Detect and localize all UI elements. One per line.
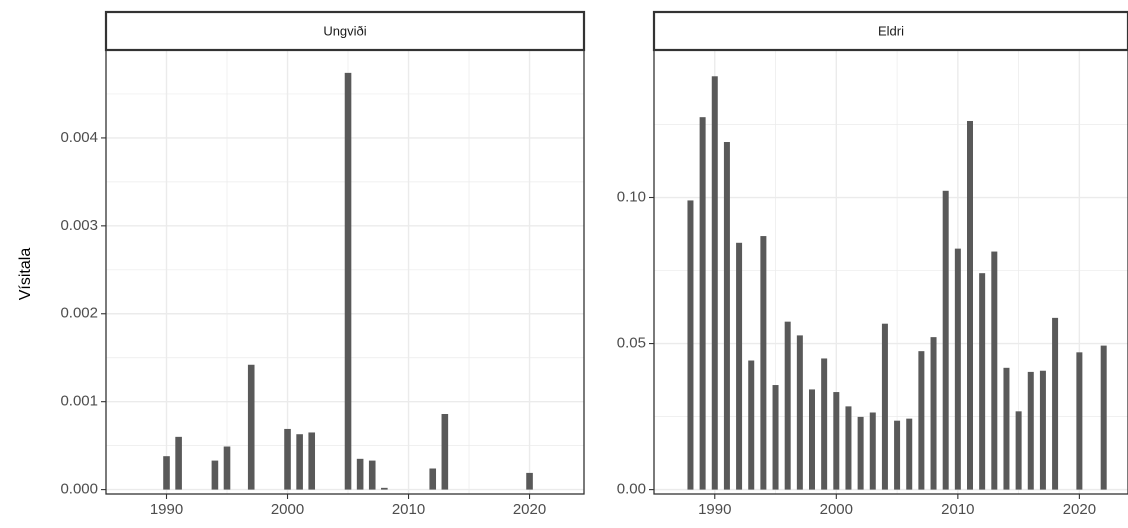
panel-ungvidi: Ungviði 1990 2000 2010 2020 0.000 0.001 0.002 0.… xyxy=(60,10,586,518)
bar-1995 xyxy=(772,385,779,490)
y-axis-title: Vísitala xyxy=(17,248,34,301)
bar-2012 xyxy=(429,468,437,490)
bar-2009 xyxy=(942,190,949,490)
bar-2005 xyxy=(894,420,901,490)
bar-2020 xyxy=(526,472,533,490)
bar-2001 xyxy=(845,406,852,490)
x-tick-label: 1990 xyxy=(150,501,183,518)
bar-1993 xyxy=(748,360,755,490)
bar-2006 xyxy=(356,458,364,490)
panel-eldri: Eldri 1990 2000 2010 2020 0.00 0.05 0.10 xyxy=(617,10,1128,518)
bar-2002 xyxy=(308,432,316,490)
y-tick-label: 0.001 xyxy=(60,393,98,410)
x-tick-label: 2020 xyxy=(1063,501,1096,518)
bar-1996 xyxy=(784,321,791,490)
bar-1990 xyxy=(163,456,170,490)
bar-1994 xyxy=(211,460,219,490)
x-tick-label: 2010 xyxy=(941,501,974,518)
bar-2003 xyxy=(869,412,876,490)
y-tick-label: 0.05 xyxy=(617,335,646,352)
bar-2008 xyxy=(930,337,937,490)
y-tick-label: 0.000 xyxy=(60,481,98,498)
plot-area xyxy=(654,50,1128,494)
y-tick-label: 0.002 xyxy=(60,305,98,322)
bar-2012 xyxy=(979,273,986,490)
bar-2005 xyxy=(344,72,352,490)
bar-1991 xyxy=(723,142,730,490)
facet-strip xyxy=(652,10,1128,52)
y-tick-label: 0.10 xyxy=(617,188,646,205)
bar-2008 xyxy=(381,487,388,490)
bar-1988 xyxy=(687,200,694,490)
facet-strip-title: Eldri xyxy=(878,23,904,38)
y-tick-label: 0.004 xyxy=(60,129,98,146)
bar-1999 xyxy=(821,358,828,490)
x-tick-label: 2000 xyxy=(271,501,304,518)
bar-2016 xyxy=(1027,371,1034,490)
bar-1995 xyxy=(223,446,231,490)
bar-2015 xyxy=(1015,411,1022,490)
bar-1991 xyxy=(175,436,182,490)
bar-2014 xyxy=(1003,367,1010,490)
bar-1992 xyxy=(736,242,743,490)
bar-1994 xyxy=(760,236,767,490)
bar-2002 xyxy=(857,416,864,490)
bar-2010 xyxy=(954,248,961,490)
y-tick-label: 0.00 xyxy=(617,481,646,498)
bar-2020 xyxy=(1076,352,1083,490)
bar-2004 xyxy=(881,323,888,490)
x-tick-label: 2010 xyxy=(392,501,425,518)
bar-1997 xyxy=(247,364,255,490)
bar-1998 xyxy=(809,389,815,490)
bar-2011 xyxy=(967,120,973,490)
bar-1989 xyxy=(699,117,706,490)
bar-2007 xyxy=(368,460,376,490)
bar-2000 xyxy=(284,428,291,490)
facet-strip xyxy=(104,10,586,52)
bar-1990 xyxy=(711,76,718,490)
x-tick-label: 1990 xyxy=(698,501,731,518)
bar-2001 xyxy=(296,434,303,490)
bar-2018 xyxy=(1052,317,1059,490)
bar-1997 xyxy=(796,335,803,490)
bar-2013 xyxy=(441,413,449,490)
bar-2017 xyxy=(1039,370,1046,490)
bar-2022 xyxy=(1100,345,1107,490)
x-tick-label: 2020 xyxy=(513,501,546,518)
y-tick-label: 0.003 xyxy=(60,217,98,234)
bar-2000 xyxy=(833,392,840,490)
bar-2013 xyxy=(991,251,998,490)
bar-2007 xyxy=(918,351,925,490)
facet-strip-title: Ungviði xyxy=(323,23,366,38)
x-tick-label: 2000 xyxy=(820,501,853,518)
bar-2006 xyxy=(906,418,913,490)
